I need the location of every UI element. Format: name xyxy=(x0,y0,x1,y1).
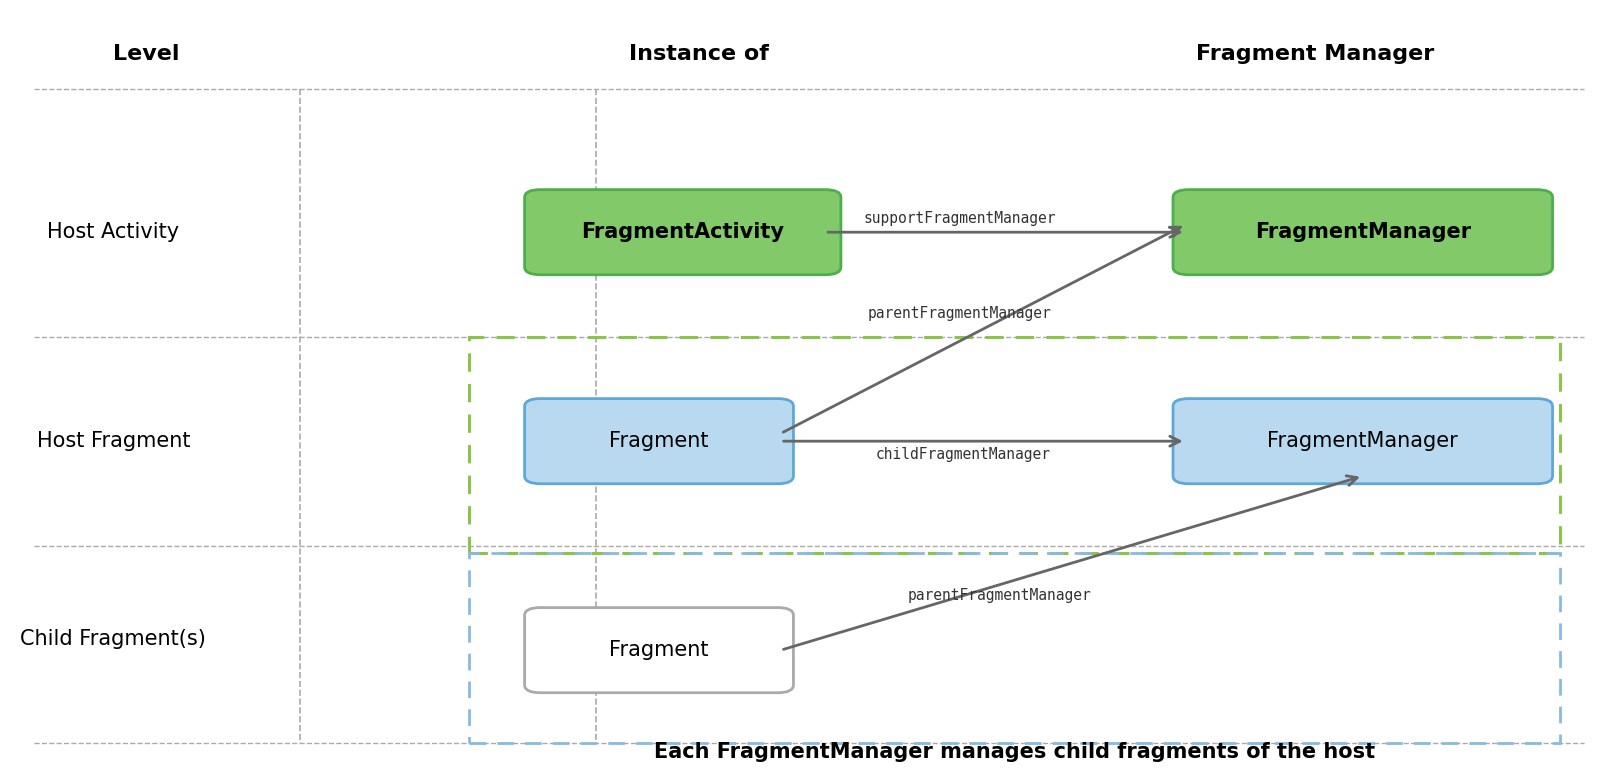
Text: Instance of: Instance of xyxy=(629,44,768,64)
Text: parentFragmentManager: parentFragmentManager xyxy=(907,588,1091,604)
Text: FragmentManager: FragmentManager xyxy=(1254,222,1470,242)
FancyBboxPatch shape xyxy=(1173,399,1552,484)
Text: parentFragmentManager: parentFragmentManager xyxy=(867,306,1051,321)
Text: Host Fragment: Host Fragment xyxy=(37,431,190,451)
Text: Host Activity: Host Activity xyxy=(48,222,179,242)
Text: Fragment Manager: Fragment Manager xyxy=(1197,44,1435,64)
FancyBboxPatch shape xyxy=(525,608,794,693)
Text: Fragment: Fragment xyxy=(610,431,709,451)
Text: FragmentActivity: FragmentActivity xyxy=(581,222,784,242)
Text: childFragmentManager: childFragmentManager xyxy=(875,447,1050,462)
Text: Child Fragment(s): Child Fragment(s) xyxy=(21,628,206,649)
Text: supportFragmentManager: supportFragmentManager xyxy=(864,211,1056,226)
Text: Each FragmentManager manages child fragments of the host: Each FragmentManager manages child fragm… xyxy=(654,742,1376,762)
Text: Level: Level xyxy=(114,44,179,64)
Text: FragmentManager: FragmentManager xyxy=(1267,431,1458,451)
FancyBboxPatch shape xyxy=(525,399,794,484)
FancyBboxPatch shape xyxy=(1173,190,1552,275)
FancyBboxPatch shape xyxy=(525,190,842,275)
Text: Fragment: Fragment xyxy=(610,640,709,660)
